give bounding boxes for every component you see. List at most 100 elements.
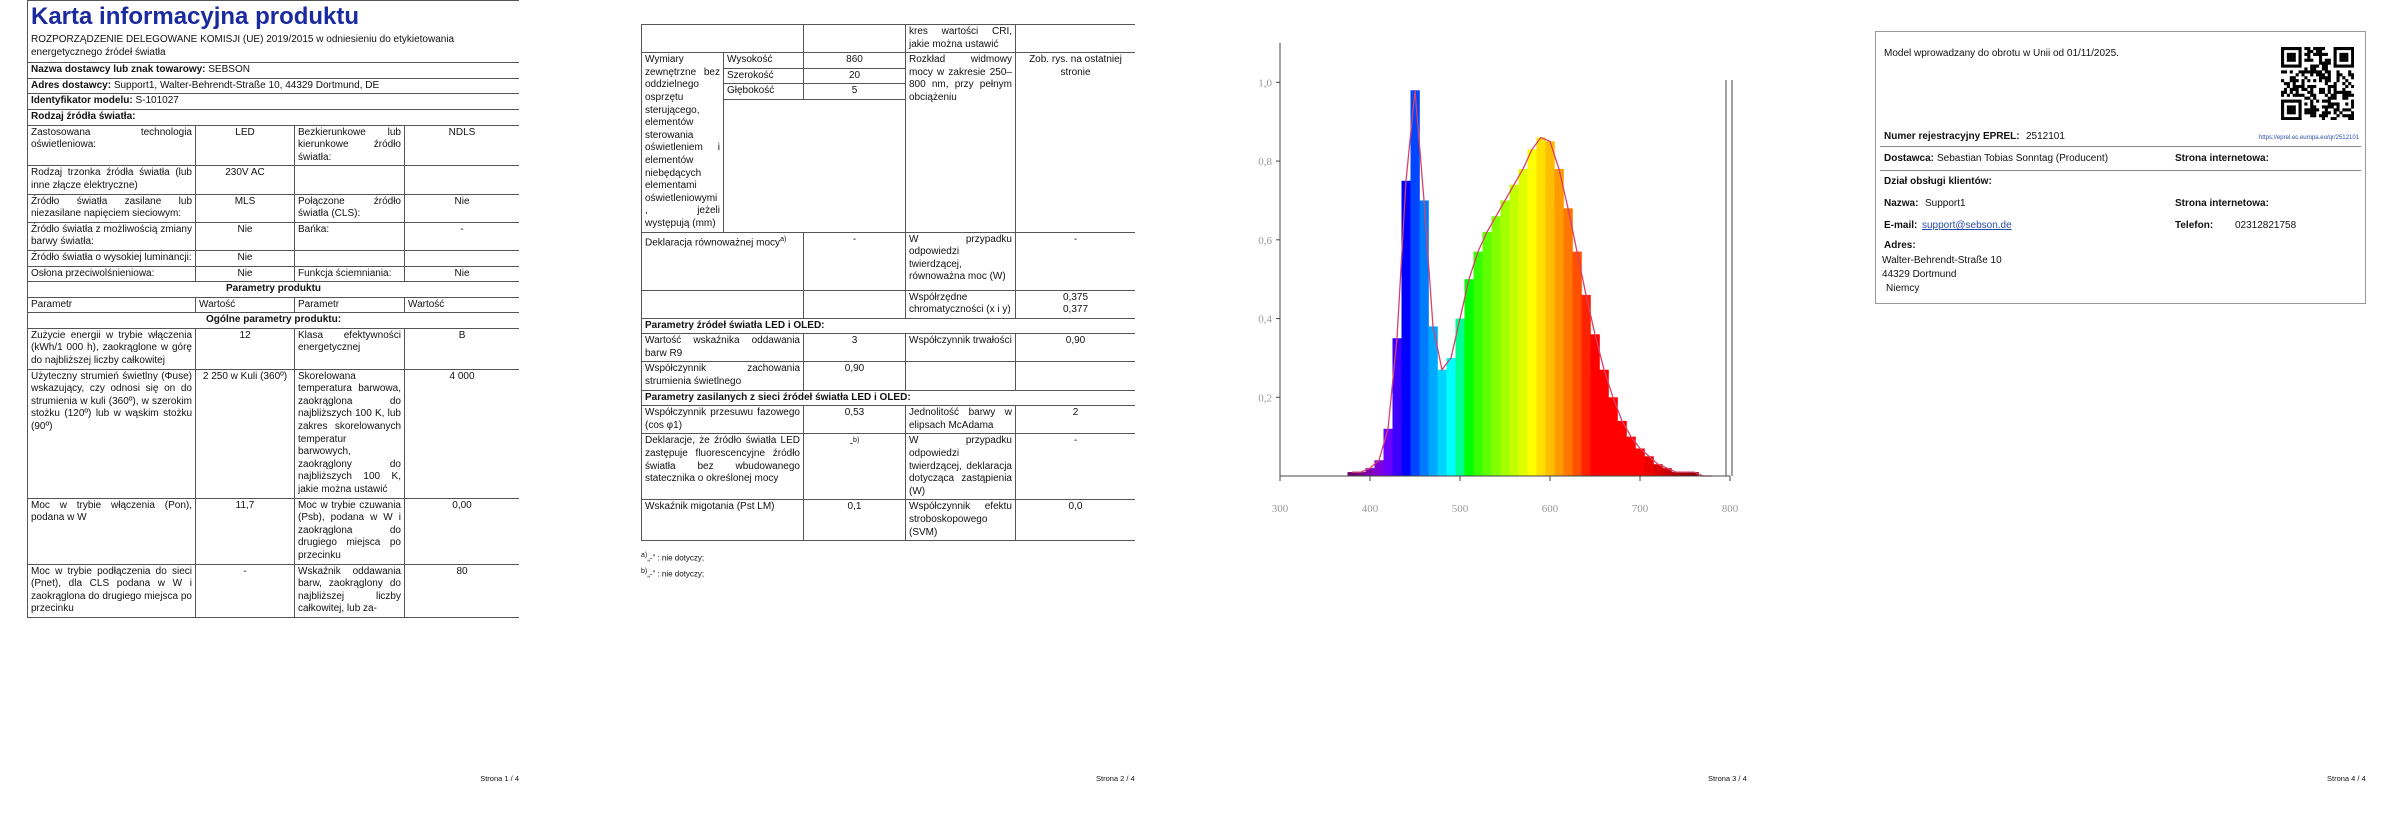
cell: NDLS (403, 124, 519, 167)
y-tick-label: 0,8 (1258, 156, 1272, 168)
email-link[interactable]: support@sebson.de (1922, 220, 2012, 231)
qr-module (2351, 58, 2354, 62)
spectrum-bar (1671, 472, 1681, 476)
cell (1015, 361, 1135, 391)
cell: Rozkład widmowy mocy w zakresie 250–800 … (905, 52, 1016, 233)
qr-module (2345, 55, 2349, 59)
qr-module (2313, 47, 2317, 51)
qr-module (2342, 64, 2346, 68)
page-footer: Strona 1 / 4 (480, 774, 519, 783)
qr-module (2281, 111, 2285, 115)
qr-module (2351, 84, 2354, 89)
qr-module (2286, 117, 2290, 120)
qr-module (2289, 99, 2293, 103)
table-row: Moc w trybie podłączenia do sieci (Pnet)… (27, 563, 519, 618)
qr-module (2286, 99, 2290, 103)
qr-module (2321, 87, 2325, 91)
qr-module (2283, 87, 2288, 91)
qr-module (2333, 87, 2337, 91)
cell: Moc w trybie włączenia (Pon), podana w W (27, 497, 196, 565)
qr-module (2310, 114, 2314, 118)
table-row: Deklaracja równoważnej mocya) - W przypa… (641, 231, 1135, 291)
qr-module (2333, 90, 2337, 94)
qr-module (2351, 93, 2354, 97)
qr-module (2345, 79, 2349, 83)
qr-module (2281, 102, 2285, 106)
qr-module (2310, 111, 2314, 115)
footnote: b)„-” : nie dotyczy; (641, 565, 1135, 581)
qr-module (2298, 93, 2302, 97)
qr-module (2281, 108, 2285, 112)
qr-module (2348, 93, 2352, 97)
qr-module (2321, 105, 2325, 109)
cell: Skorelowana temperatura barwowa, zaokrąg… (294, 368, 405, 499)
qr-module (2301, 79, 2305, 83)
qr-module (2307, 52, 2311, 56)
table-row: Współczynnik zachowania strumienia świet… (641, 361, 1135, 391)
qr-module (2307, 55, 2311, 59)
cell: Klasa efektywności energetycznej (294, 327, 405, 370)
qr-module (2283, 117, 2288, 120)
qr-module (2351, 111, 2354, 115)
qr-module (2324, 93, 2328, 97)
qr-module (2298, 55, 2302, 59)
table-row: Współczynnik przesuwu fazowego (cos φ1) 0… (641, 405, 1135, 435)
qr-module (2313, 84, 2317, 89)
y-tick-label: 0,2 (1258, 392, 1272, 404)
qr-module (2304, 76, 2308, 80)
qr-module (2342, 76, 2346, 80)
qr-module (2339, 64, 2343, 68)
page-2: kres wartości CRI, jakie można ustawić W… (641, 0, 1135, 826)
market-note: Model wprowadzany do obrotu w Unii od 01… (1884, 48, 2119, 59)
qr-module (2289, 64, 2293, 68)
value: 2512101 (2026, 131, 2065, 142)
qr-module (2281, 79, 2285, 83)
qr-module (2318, 87, 2323, 91)
qr-module (2339, 52, 2343, 56)
qr-module (2286, 111, 2290, 115)
spectrum-bar (1383, 428, 1393, 476)
qr-module (2298, 114, 2302, 118)
qr-module (2339, 73, 2343, 77)
qr-module (2333, 84, 2337, 89)
qr-module (2316, 73, 2320, 77)
qr-module (2286, 64, 2290, 68)
table-row: Wymiary zewnętrzne bez oddzielnego osprz… (641, 52, 1135, 233)
qr-module (2348, 70, 2352, 74)
cell: 230V AC (195, 165, 295, 195)
spectrum-bar (1527, 149, 1537, 477)
info-row: Identyfikator modelu: S-101027 (27, 93, 519, 110)
qr-module (2351, 52, 2354, 56)
spectrum-bar (1437, 369, 1447, 476)
cell: 2 (1015, 405, 1135, 435)
qr-module (2342, 114, 2346, 118)
heading: Ogólne parametry produktu: (27, 312, 519, 329)
address-line: Walter-Behrendt-Straße 10 (1882, 255, 2002, 266)
qr-module (2307, 90, 2311, 94)
qr-module (2324, 61, 2328, 65)
qr-module (2281, 99, 2285, 103)
value: S-101027 (135, 95, 179, 107)
qr-module (2345, 96, 2349, 100)
qr-module (2351, 64, 2354, 68)
qr-module (2324, 79, 2328, 83)
qr-module (2295, 73, 2299, 77)
qr-module (2327, 111, 2331, 115)
qr-module (2333, 93, 2337, 97)
spectrum-bar (1617, 420, 1627, 476)
qr-module (2289, 52, 2293, 56)
qr-module (2318, 76, 2323, 80)
heading-row: Parametry produktu (27, 281, 519, 298)
qr-module (2345, 52, 2349, 56)
qr-module (2292, 99, 2296, 103)
qr-module (2316, 70, 2320, 74)
qr-module (2286, 58, 2290, 62)
spectrum-bar (1644, 456, 1654, 476)
x-tick-label: 400 (1362, 503, 1379, 515)
qr-module (2327, 70, 2331, 74)
qr-module (2304, 108, 2308, 112)
qr-module (2289, 117, 2293, 120)
y-tick-label: 1,0 (1258, 77, 1272, 89)
qr-module (2286, 93, 2290, 97)
cell: 0,00 (403, 497, 519, 565)
